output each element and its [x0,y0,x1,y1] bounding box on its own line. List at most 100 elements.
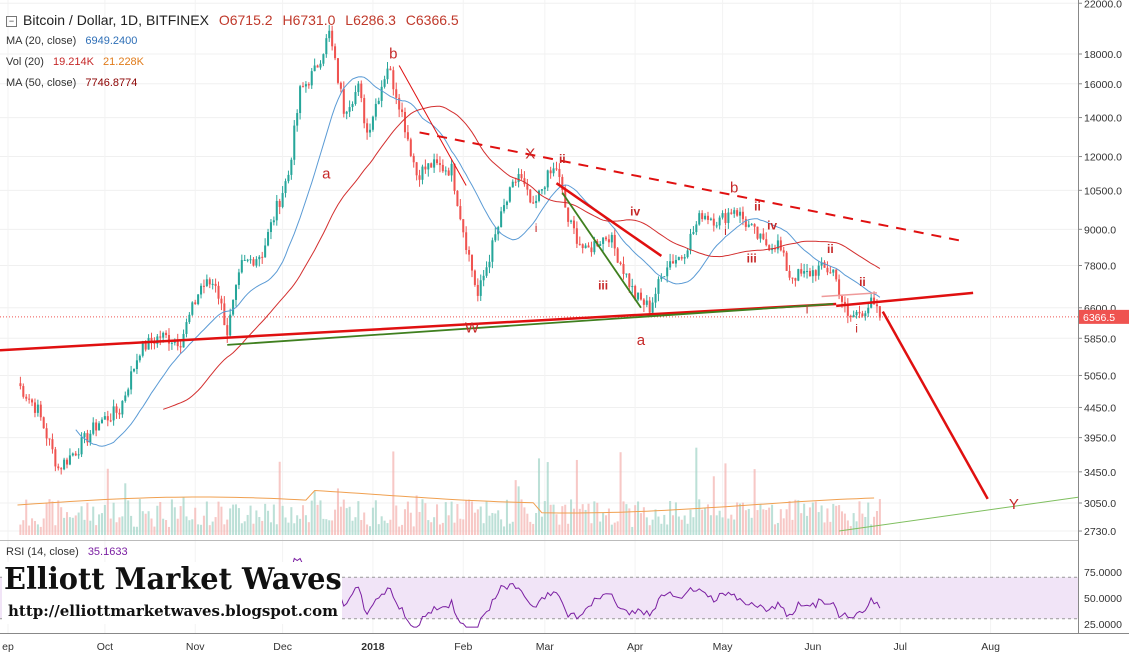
volume-bar [875,510,878,535]
candle-body [800,269,803,274]
volume-bar [832,503,835,535]
candle-body [660,276,663,280]
ma50-legend[interactable]: MA (50, close) 7746.8774 [6,77,143,89]
candle-body [54,449,57,467]
volume-bar [304,515,307,535]
volume-bar [406,501,409,535]
candle-body [500,211,503,228]
volume-bar [421,499,424,535]
volume-bar [153,526,156,535]
volume-bar [357,501,360,535]
volume-bar [849,526,852,535]
candle-body [473,270,476,285]
close-value: C6366.5 [405,12,459,28]
volume-bar [345,508,348,535]
candle-body [811,270,814,277]
price-tick-label: 7800.0 [1084,261,1116,273]
candle-body [147,337,150,350]
candle-body [112,406,115,421]
volume-bar [584,509,587,535]
vol-value-2: 21.228K [103,56,145,68]
candle-body [750,224,753,226]
volume-bar [730,514,733,535]
candle-body [118,412,121,415]
volume-bar [22,520,25,535]
candle-body [718,217,721,226]
volume-bar [639,513,642,535]
candle-body [398,97,401,110]
candle-body [747,224,750,227]
volume-bar [267,510,270,535]
candle-body [65,459,69,465]
candle-body [71,453,74,456]
wave-label: X [525,146,535,163]
projection-line [881,311,989,500]
candle-body [92,422,95,434]
time-tick-label: Jul [894,641,907,652]
volume-bar [645,517,648,535]
candle-body [680,257,683,259]
candle-body [465,232,468,250]
volume-bar [86,502,89,535]
volume-bar [427,520,430,535]
volume-bar [709,515,712,535]
volume-bar [826,508,829,535]
volume-bar [342,499,345,535]
volume-bar [121,516,124,535]
candle-body [835,269,838,280]
candle-body [756,226,759,239]
candle-body [427,163,430,170]
volume-bar [284,517,287,535]
candle-body [843,301,846,305]
candle-body [715,225,718,227]
volume-bar [115,522,118,535]
volume-bar [336,488,339,535]
candle-body [593,241,596,253]
candle-body [765,239,768,246]
volume-bar [561,506,564,535]
volume-bar [485,501,488,535]
rsi-tick-label: 25.0000 [1084,619,1122,631]
volume-bar [173,507,176,535]
candle-body [197,294,200,305]
volume-bar [453,522,456,535]
candle-body [701,213,704,220]
volume-bar [447,515,450,535]
volume-bar [578,508,581,535]
volume-bar [301,505,305,535]
volume-bar [374,500,377,535]
candle-body [695,224,698,233]
volume-bar [843,513,846,535]
candle-body [852,315,855,318]
volume-bar [768,507,771,535]
volume-bar [398,526,401,535]
price-tick-label: 5850.0 [1084,333,1116,345]
candle-body [106,416,109,421]
wave-green-diagonal [561,192,642,309]
volume-bar [45,502,48,535]
collapse-icon[interactable]: − [6,16,17,27]
ma20-legend[interactable]: MA (20, close) 6949.2400 [6,35,143,47]
candle-body [115,406,118,413]
candle-body [281,193,284,207]
volume-bar [814,501,817,535]
volume-bar [255,510,258,535]
rsi-legend[interactable]: RSI (14, close) 35.1633 [6,546,134,558]
candle-body [739,211,742,216]
volume-bar [864,516,867,535]
volume-bar [572,508,575,535]
candle-body [191,302,194,315]
candle-body [141,341,144,356]
candle-body [366,123,369,133]
candle-body [167,335,171,344]
volume-bar [252,523,255,535]
volume-bar [532,523,535,535]
vol-legend[interactable]: Vol (20) 19.214K 21.228K [6,56,150,68]
volume-bar [42,518,45,535]
volume-bar [788,501,791,535]
price-tick-label: 3050.0 [1084,498,1116,510]
grid [0,0,1078,633]
volume-bar [806,515,809,535]
